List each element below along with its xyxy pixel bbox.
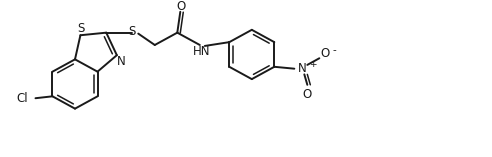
Text: -: - [332,45,336,55]
Text: O: O [321,47,330,60]
Text: S: S [128,25,136,38]
Text: N: N [117,55,125,68]
Text: N: N [298,62,307,75]
Text: S: S [78,22,85,35]
Text: +: + [309,60,317,69]
Text: Cl: Cl [17,92,29,105]
Text: O: O [303,88,312,101]
Text: HN: HN [193,45,211,58]
Text: O: O [177,0,186,13]
